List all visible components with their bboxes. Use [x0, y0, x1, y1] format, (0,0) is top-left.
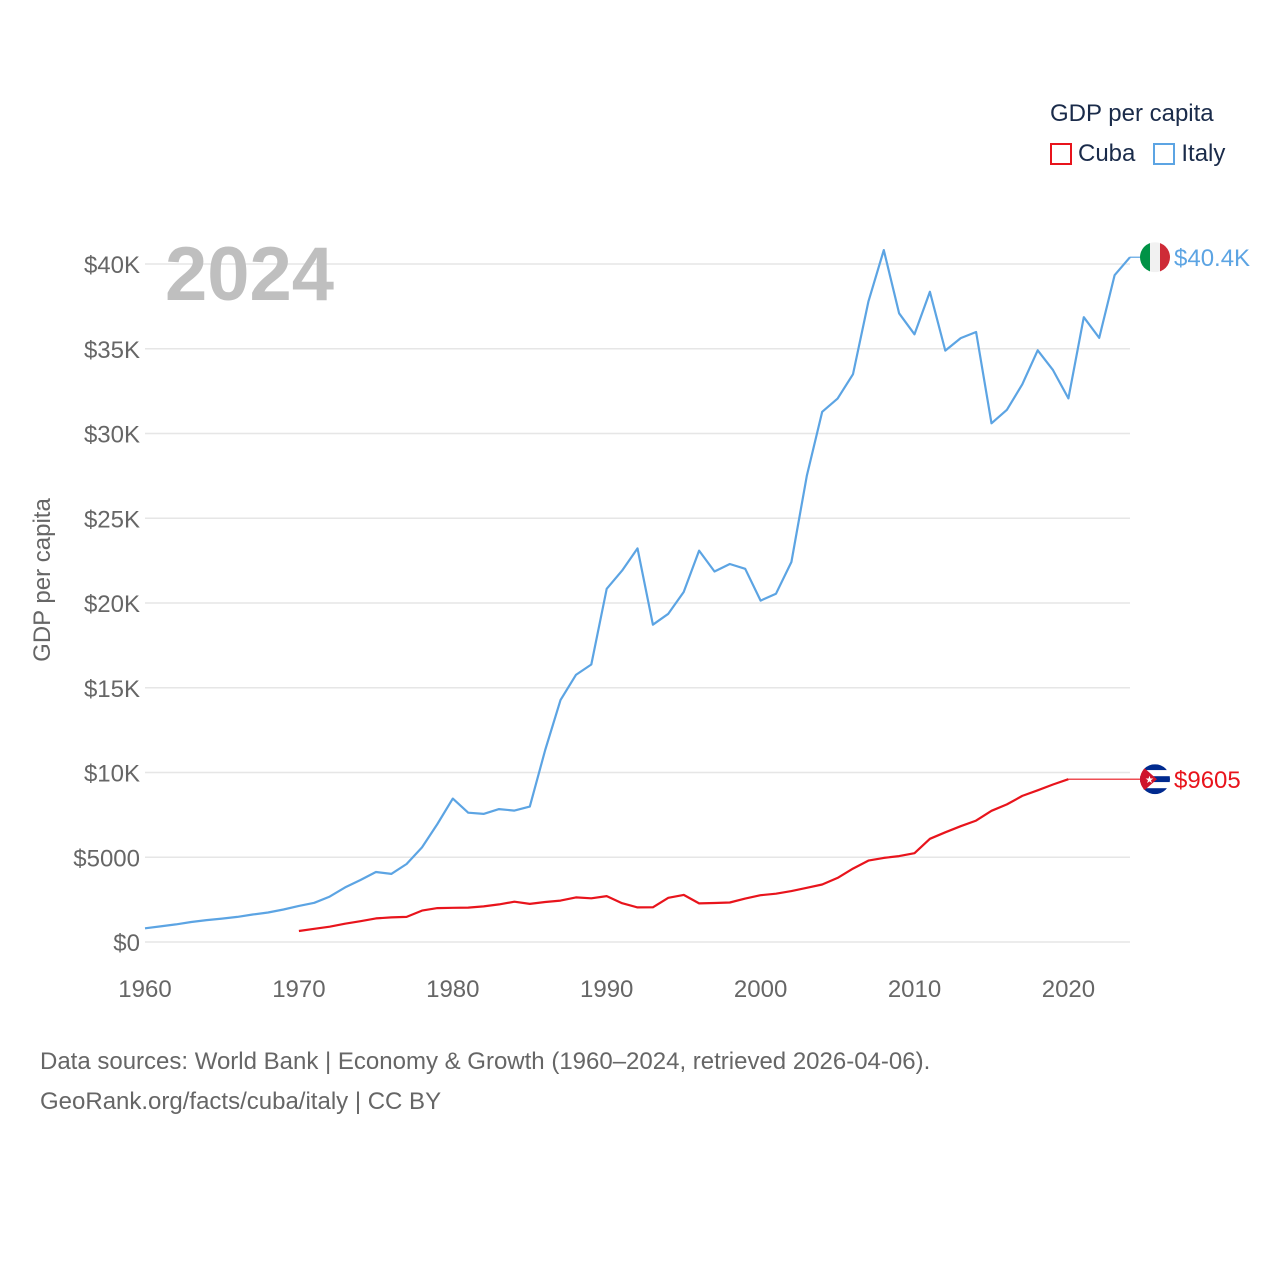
end-label-cuba: $9605 — [1174, 767, 1241, 794]
y-tick-label: $0 — [113, 930, 140, 957]
legend-swatch-cuba — [1050, 143, 1072, 165]
y-tick-label: $35K — [84, 337, 140, 364]
legend: GDP per capita Cuba Italy — [1050, 100, 1225, 168]
x-tick-label: 2010 — [888, 976, 941, 1003]
source-line-2[interactable]: GeoRank.org/facts/cuba/italy | CC BY — [40, 1088, 442, 1115]
source-line-1: Data sources: World Bank | Economy & Gro… — [40, 1048, 931, 1075]
x-tick-label: 1990 — [580, 976, 633, 1003]
cuba-flag-icon: ★ — [1140, 764, 1170, 795]
legend-title: GDP per capita — [1050, 100, 1214, 127]
series-lines — [144, 249, 1131, 933]
source-note: Data sources: World Bank | Economy & Gro… — [40, 1042, 930, 1122]
legend-label-italy: Italy — [1181, 140, 1226, 167]
italy-flag-icon — [1140, 242, 1170, 273]
x-tick-label: 1980 — [426, 976, 479, 1003]
legend-swatch-italy — [1153, 143, 1176, 165]
x-axis-ticks: 1960 1970 1980 1990 2000 2010 2020 — [118, 976, 1095, 1003]
series-line-italy[interactable] — [144, 249, 1131, 930]
y-tick-label: $30K — [84, 422, 140, 449]
grid-lines — [145, 263, 1130, 943]
x-tick-label: 2020 — [1042, 976, 1095, 1003]
series-line-cuba[interactable] — [298, 778, 1069, 933]
y-axis-label: GDP per capita — [29, 498, 56, 662]
legend-item-cuba[interactable]: Cuba — [1050, 140, 1135, 168]
end-label-italy: $40.4K — [1174, 245, 1250, 272]
svg-text:★: ★ — [1145, 775, 1154, 786]
y-tick-label: $5000 — [73, 845, 140, 872]
y-axis-ticks: $0 $5000 $10K $15K $20K $25K $30K $35K $40K — [73, 252, 140, 957]
series-end-markers: ★ $9605 $40.4K — [1068, 242, 1250, 795]
y-tick-label: $10K — [84, 761, 140, 788]
y-tick-label: $40K — [84, 252, 140, 279]
y-tick-label: $15K — [84, 676, 140, 703]
legend-item-italy[interactable]: Italy — [1153, 140, 1225, 168]
y-tick-label: $20K — [84, 591, 140, 618]
y-tick-label: $25K — [84, 506, 140, 533]
x-tick-label: 2000 — [734, 976, 787, 1003]
x-tick-label: 1970 — [272, 976, 325, 1003]
legend-label-cuba: Cuba — [1078, 140, 1136, 167]
x-tick-label: 1960 — [118, 976, 171, 1003]
year-watermark: 2024 — [165, 232, 334, 317]
